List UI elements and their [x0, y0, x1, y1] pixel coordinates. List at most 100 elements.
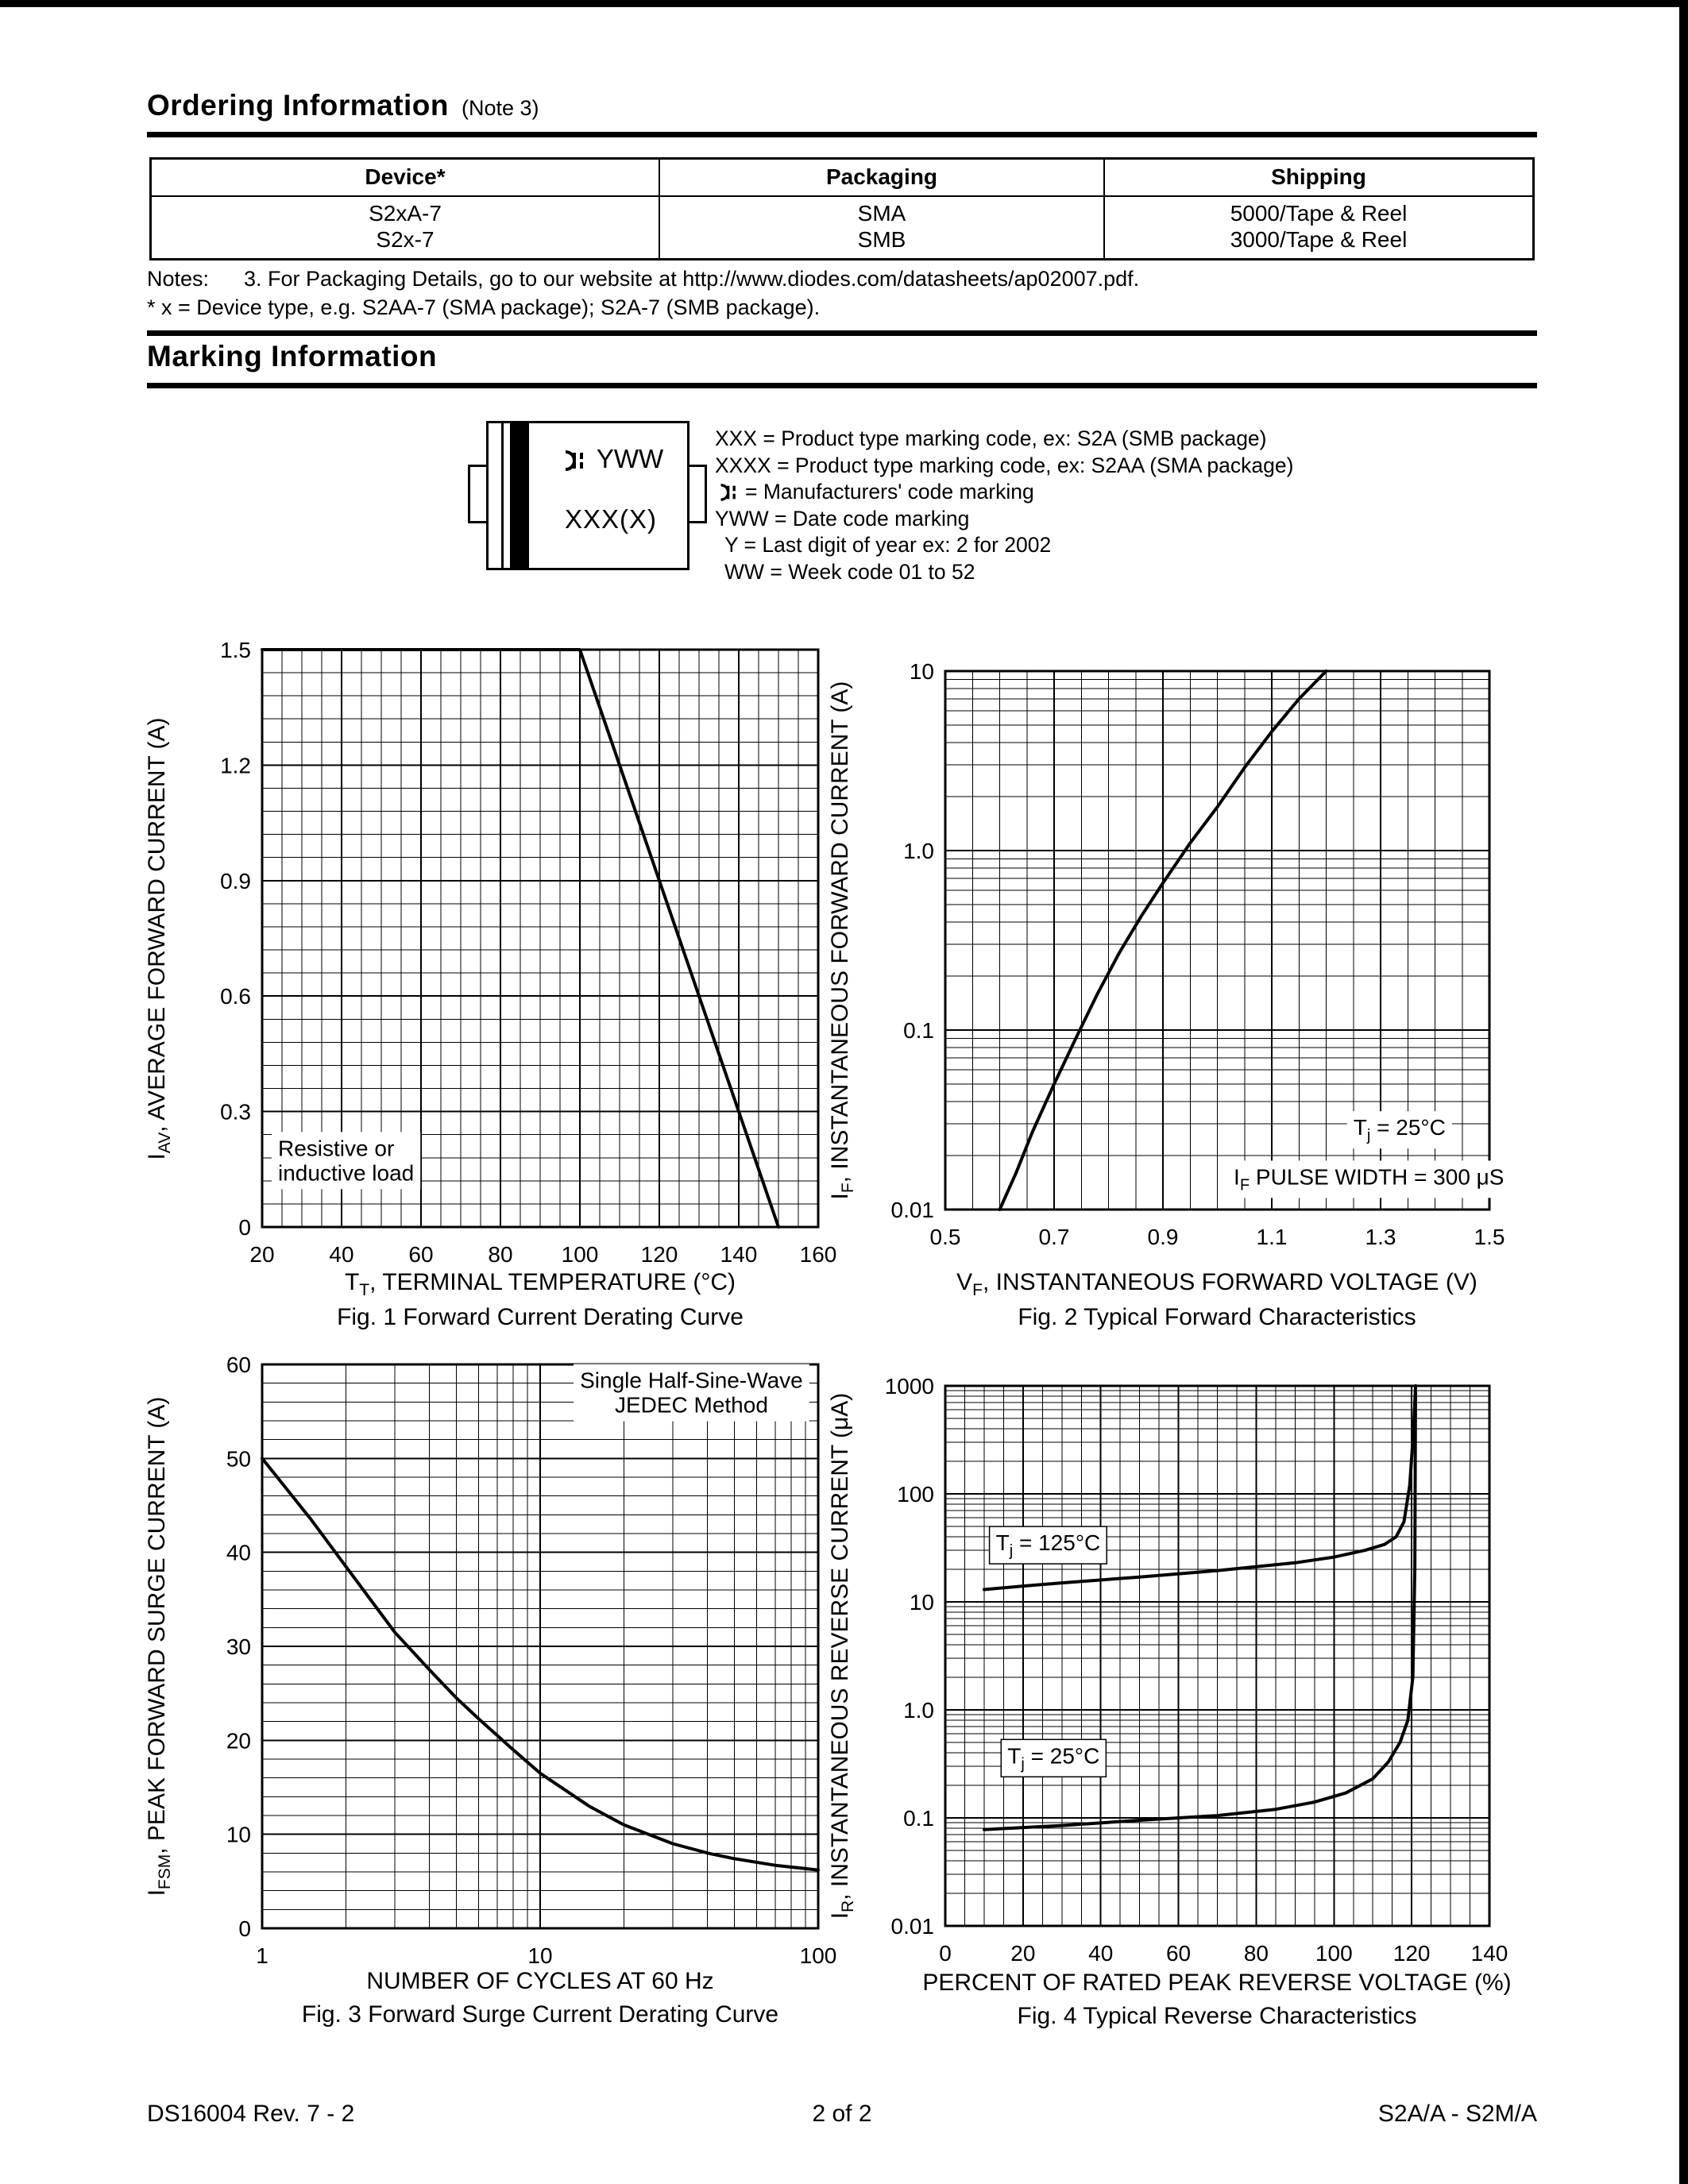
svg-text:0: 0 [238, 1916, 251, 1941]
svg-text:1.0: 1.0 [903, 1698, 934, 1723]
fig2-typical-forward-characteristics-chart: 0.5 0.7 0.9 1.1 1.3 1.5 0.01 0.1 1.0 10 Tj = 25°C I… [891, 659, 1509, 1249]
fig4-typical-reverse-characteristics-chart: 0 20 40 60 80 100 120 140 0.01 0.1 1.0 10 100 1000 Tj … [885, 1374, 1508, 1966]
svg-text:120: 120 [641, 1242, 678, 1267]
footer-part-number: S2A/A - S2M/A [1377, 2101, 1537, 2127]
svg-text:1.2: 1.2 [220, 753, 251, 778]
fig2-caption: Fig. 2 Typical Forward Characteristics [1018, 1304, 1416, 1330]
package-edge-line [501, 423, 504, 568]
tj-125-label: Tj = 125°C [996, 1530, 1101, 1560]
svg-text:0.1: 0.1 [903, 1806, 934, 1831]
date-code-text: YWW [596, 444, 664, 473]
svg-text:1.5: 1.5 [1474, 1225, 1505, 1249]
device-row-1: S2xA-7 [369, 201, 442, 226]
svg-text:0.5: 0.5 [930, 1225, 961, 1249]
tj-25-label: Tj = 25°C [1007, 1743, 1099, 1773]
legend-line-year: Y = Last digit of year ex: 2 for 2002 [724, 533, 1052, 557]
table-cell-device: S2xA-7 S2x-7 [152, 197, 660, 258]
svg-text:0: 0 [238, 1215, 251, 1240]
svg-text:20: 20 [249, 1242, 274, 1267]
fig1-forward-current-derating-chart: 20 40 60 80 100 120 140 160 0 0.3 0.6 0.9 1.2 1.5 Resi… [220, 638, 836, 1267]
fig3-y-axis-title: IFSM, PEAK FORWARD SURGE CURRENT (A) [144, 1396, 174, 1897]
surge-derating [261, 1457, 820, 1872]
reverse-current-tj-25c [982, 1384, 1417, 1831]
pulse-width-note: IF PULSE WIDTH = 300 μS [1234, 1164, 1504, 1194]
section-rule [147, 330, 1537, 336]
fig1-caption: Fig. 1 Forward Current Derating Curve [337, 1304, 744, 1330]
package-marking-line-1: YWW [535, 444, 687, 474]
svg-text:0.9: 0.9 [1148, 1225, 1179, 1249]
svg-text:120: 120 [1393, 1941, 1431, 1966]
fig3-caption: Fig. 3 Forward Surge Current Derating Cu… [301, 2001, 779, 2028]
svg-text:1.3: 1.3 [1365, 1225, 1396, 1249]
svg-text:100: 100 [800, 1943, 837, 1968]
scan-edge-top [0, 0, 1688, 7]
section-rule [147, 383, 1537, 388]
svg-text:0: 0 [939, 1941, 952, 1966]
manufacturer-logo-icon [720, 484, 736, 501]
svg-text:100: 100 [897, 1482, 934, 1507]
svg-text:0.01: 0.01 [891, 1914, 935, 1939]
svg-text:100: 100 [562, 1242, 599, 1267]
svg-text:40: 40 [1088, 1941, 1113, 1966]
packaging-row-1: SMA [857, 201, 906, 226]
jedec-note: Single Half-Sine-Wave [580, 1368, 803, 1393]
section-title-note: (Note 3) [462, 96, 539, 120]
ordering-information-title: Ordering Information (Note 3) [147, 89, 539, 122]
svg-text:10: 10 [910, 659, 934, 684]
fig4-x-axis-title: PERCENT OF RATED PEAK REVERSE VOLTAGE (%… [922, 1970, 1512, 1996]
legend-line-week: WW = Week code 01 to 52 [724, 559, 975, 584]
manufacturer-logo-icon [565, 450, 583, 471]
svg-text:10: 10 [226, 1823, 251, 1847]
svg-text:40: 40 [226, 1541, 251, 1565]
svg-text:80: 80 [1244, 1941, 1269, 1966]
fig3-forward-surge-derating-chart: 1 10 100 0 10 20 30 40 50 60 Single Half-Sine-Wave… [226, 1352, 837, 1968]
table-cell-shipping: 5000/Tape & Reel 3000/Tape & Reel [1105, 197, 1532, 258]
shipping-row-1: 5000/Tape & Reel [1230, 201, 1408, 226]
legend-line-logo: = Manufacturers' code marking [715, 479, 1293, 506]
device-row-2: S2x-7 [376, 227, 435, 252]
scan-edge-right [1679, 0, 1688, 2184]
svg-text:80: 80 [488, 1242, 512, 1267]
svg-text:0.6: 0.6 [220, 984, 251, 1009]
svg-text:100: 100 [1315, 1941, 1353, 1966]
ordering-table-body: S2xA-7 S2x-7 SMA SMB 5000/Tape & Reel 30… [152, 197, 1532, 258]
forward-current-derating [261, 648, 780, 1229]
svg-text:50: 50 [226, 1446, 251, 1471]
table-cell-packaging: SMA SMB [660, 197, 1105, 258]
package-marking-line-2: XXX(X) [564, 504, 658, 534]
legend-line-xxx: XXX = Product type marking code, ex: S2A… [715, 426, 1267, 450]
reverse-current-tj-125c [982, 1384, 1417, 1592]
table-header-device: Device* [152, 160, 660, 195]
packaging-row-2: SMB [857, 227, 906, 252]
fig4-caption: Fig. 4 Typical Reverse Characteristics [1017, 2003, 1417, 2029]
notes-label: Notes: [147, 267, 210, 291]
svg-text:0.7: 0.7 [1039, 1225, 1070, 1249]
svg-text:140: 140 [1471, 1941, 1508, 1966]
section-title-text: Ordering Information [147, 89, 449, 122]
svg-text:40: 40 [329, 1242, 353, 1267]
cathode-band [510, 423, 529, 568]
tj-25-label: Tj = 25°C [1354, 1115, 1446, 1144]
svg-text:1.5: 1.5 [220, 638, 251, 662]
svg-text:10: 10 [527, 1943, 552, 1968]
legend-logo-text: = Manufacturers' code marking [745, 480, 1034, 504]
fig2-y-axis-title: IF, INSTANTANEOUS FORWARD CURRENT (A) [827, 681, 857, 1200]
legend-line-xxxx: XXXX = Product type marking code, ex: S2… [715, 453, 1294, 477]
footer-page-number: 2 of 2 [812, 2101, 872, 2127]
jedec-note: JEDEC Method [615, 1393, 768, 1418]
footer-document-number: DS16004 Rev. 7 - 2 [147, 2101, 355, 2127]
table-header-shipping: Shipping [1271, 164, 1366, 189]
table-header-packaging: Packaging [660, 160, 1105, 195]
ordering-table-header-row: Device* Packaging Shipping [152, 160, 1532, 197]
svg-text:1.0: 1.0 [903, 839, 934, 863]
section-rule [147, 132, 1537, 137]
svg-text:60: 60 [1166, 1941, 1191, 1966]
notes-line-1: Notes: 3. For Packaging Details, go to ou… [147, 267, 1139, 291]
svg-text:0.3: 0.3 [220, 1100, 251, 1125]
svg-text:60: 60 [226, 1352, 251, 1377]
svg-text:10: 10 [910, 1590, 934, 1615]
fig3-x-axis-title: NUMBER OF CYCLES AT 60 Hz [366, 1968, 714, 1994]
svg-text:30: 30 [226, 1634, 251, 1659]
fig4-y-axis-title: IR, INSTANTANEOUS REVERSE CURRENT (μA) [827, 1392, 857, 1920]
